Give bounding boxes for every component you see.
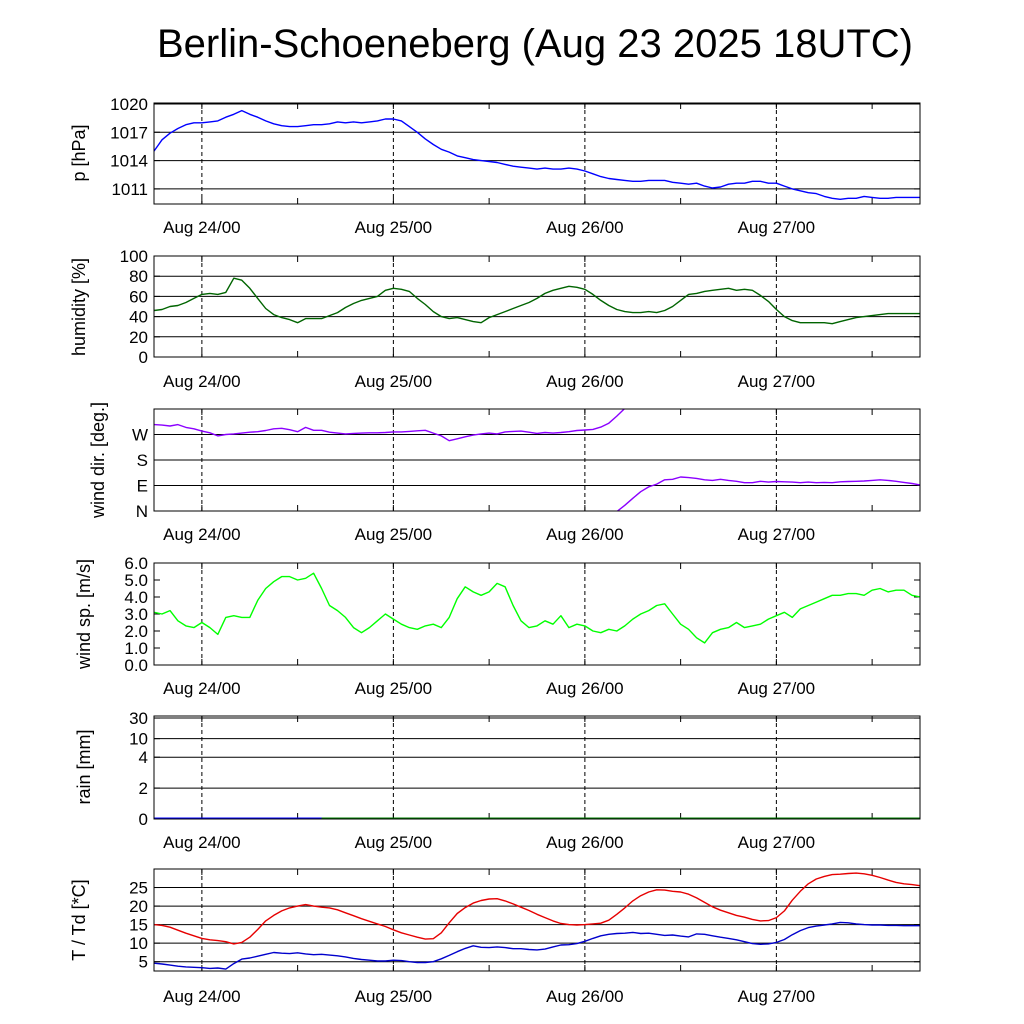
plot-frame (153, 868, 921, 972)
x-tick-label: Aug 25/00 (355, 372, 433, 391)
x-tick-label: Aug 25/00 (355, 833, 433, 852)
y-tick-label: W (132, 426, 148, 445)
y-tick-label: 1017 (110, 123, 148, 142)
plot-frame (153, 102, 921, 205)
x-tick-label: Aug 27/00 (738, 833, 816, 852)
y-tick-label: 6.0 (124, 554, 148, 573)
y-tick-label: 40 (129, 308, 148, 327)
y-tick-label: 10 (129, 730, 148, 749)
x-tick-label: Aug 27/00 (738, 218, 816, 237)
panel-4: 0 2 410 30 rain [mm] Aug 24/00 Aug 25/00 Aug 26… (74, 709, 921, 852)
x-tick-label: Aug 26/00 (546, 833, 624, 852)
y-tick-label: 100 (120, 247, 148, 266)
y-axis-label: wind dir. [deg.] (88, 402, 108, 519)
x-tick-label: Aug 26/00 (546, 525, 624, 544)
plot-frame (153, 255, 921, 358)
x-tick-label: Aug 27/00 (738, 679, 816, 698)
x-tick-label: Aug 25/00 (355, 525, 433, 544)
y-tick-label: 1020 (110, 95, 148, 114)
x-tick-label: Aug 24/00 (163, 833, 241, 852)
y-axis-label: rain [mm] (74, 729, 94, 804)
x-tick-label: Aug 24/00 (163, 987, 241, 1006)
y-tick-label: 0.0 (124, 656, 148, 675)
x-tick-label: Aug 24/00 (163, 679, 241, 698)
y-tick-label: 3.0 (124, 605, 148, 624)
x-tick-label: Aug 26/00 (546, 987, 624, 1006)
y-tick-label: 20 (129, 328, 148, 347)
y-tick-label: 1014 (110, 152, 148, 171)
x-tick-label: Aug 24/00 (163, 372, 241, 391)
series-line-1 (616, 476, 920, 511)
series-line-0 (154, 109, 920, 200)
y-tick-label: 2 (139, 779, 148, 798)
y-tick-label: 0 (139, 348, 148, 367)
plot-frame (153, 715, 921, 820)
y-tick-label: 80 (129, 267, 148, 286)
y-tick-label: 0 (139, 810, 148, 829)
series-line-0 (154, 277, 920, 325)
y-tick-label: 1.0 (124, 639, 148, 658)
chart-title: Berlin-Schoeneberg (Aug 23 2025 18UTC) (157, 22, 913, 66)
y-tick-label: 25 (129, 879, 148, 898)
x-tick-label: Aug 26/00 (546, 218, 624, 237)
y-tick-label: 5 (139, 953, 148, 972)
y-tick-label: S (137, 451, 148, 470)
y-tick-label: 4.0 (124, 588, 148, 607)
x-tick-label: Aug 26/00 (546, 679, 624, 698)
plot-frame (153, 562, 921, 666)
y-tick-label: 20 (129, 897, 148, 916)
y-tick-label: N (136, 502, 148, 521)
x-tick-label: Aug 27/00 (738, 987, 816, 1006)
x-tick-label: Aug 25/00 (355, 679, 433, 698)
y-axis-label: p [hPa] (69, 124, 89, 181)
y-axis-label: T / Td [*C] (69, 879, 89, 960)
x-tick-label: Aug 27/00 (738, 525, 816, 544)
x-tick-label: Aug 24/00 (163, 525, 241, 544)
y-tick-label: E (137, 477, 148, 496)
x-tick-label: Aug 25/00 (355, 218, 433, 237)
y-tick-label: 60 (129, 287, 148, 306)
panel-3: 0.01.02.03.04.05.06.0 wind sp. [m/s] Aug 2… (74, 554, 921, 698)
y-tick-label: 5.0 (124, 571, 148, 590)
panel-0: 1011 1014 1017 1020 p [hPa] Aug 24/00 Aug 25/0… (69, 95, 921, 237)
y-tick-label: 15 (129, 916, 148, 935)
x-tick-label: Aug 25/00 (355, 987, 433, 1006)
series-line-0 (154, 872, 920, 945)
series-line-1 (154, 921, 920, 970)
plot-frame (153, 408, 921, 512)
y-tick-label: 30 (129, 709, 148, 728)
y-axis-label: wind sp. [m/s] (74, 559, 94, 670)
x-tick-label: Aug 26/00 (546, 372, 624, 391)
x-tick-label: Aug 24/00 (163, 218, 241, 237)
x-tick-label: Aug 27/00 (738, 372, 816, 391)
series-line-0 (154, 409, 626, 442)
y-tick-label: 1011 (111, 180, 148, 199)
y-tick-label: 10 (129, 934, 148, 953)
y-axis-label: humidity [%] (69, 258, 89, 356)
series-line-0 (154, 572, 920, 644)
y-tick-label: 2.0 (124, 622, 148, 641)
y-tick-label: 4 (139, 748, 148, 767)
